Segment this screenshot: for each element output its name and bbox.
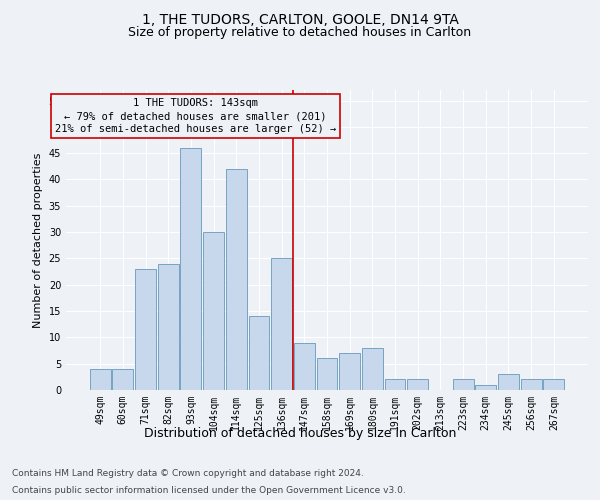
Bar bbox=[452, 380, 473, 390]
Bar bbox=[317, 358, 337, 390]
Text: Distribution of detached houses by size in Carlton: Distribution of detached houses by size … bbox=[144, 428, 456, 440]
Bar bbox=[135, 269, 156, 390]
Text: Contains HM Land Registry data © Crown copyright and database right 2024.: Contains HM Land Registry data © Crown c… bbox=[12, 468, 364, 477]
Bar bbox=[248, 316, 269, 390]
Text: 1, THE TUDORS, CARLTON, GOOLE, DN14 9TA: 1, THE TUDORS, CARLTON, GOOLE, DN14 9TA bbox=[142, 12, 458, 26]
Y-axis label: Number of detached properties: Number of detached properties bbox=[33, 152, 43, 328]
Bar bbox=[498, 374, 519, 390]
Bar bbox=[90, 369, 110, 390]
Bar bbox=[521, 380, 542, 390]
Bar bbox=[362, 348, 383, 390]
Bar bbox=[339, 353, 360, 390]
Bar bbox=[294, 342, 315, 390]
Bar bbox=[226, 169, 247, 390]
Bar bbox=[475, 384, 496, 390]
Text: 1 THE TUDORS: 143sqm
← 79% of detached houses are smaller (201)
21% of semi-deta: 1 THE TUDORS: 143sqm ← 79% of detached h… bbox=[55, 98, 336, 134]
Bar bbox=[271, 258, 292, 390]
Bar bbox=[544, 380, 564, 390]
Bar bbox=[385, 380, 406, 390]
Text: Size of property relative to detached houses in Carlton: Size of property relative to detached ho… bbox=[128, 26, 472, 39]
Bar bbox=[407, 380, 428, 390]
Bar bbox=[203, 232, 224, 390]
Text: Contains public sector information licensed under the Open Government Licence v3: Contains public sector information licen… bbox=[12, 486, 406, 495]
Bar bbox=[181, 148, 202, 390]
Bar bbox=[112, 369, 133, 390]
Bar bbox=[158, 264, 179, 390]
